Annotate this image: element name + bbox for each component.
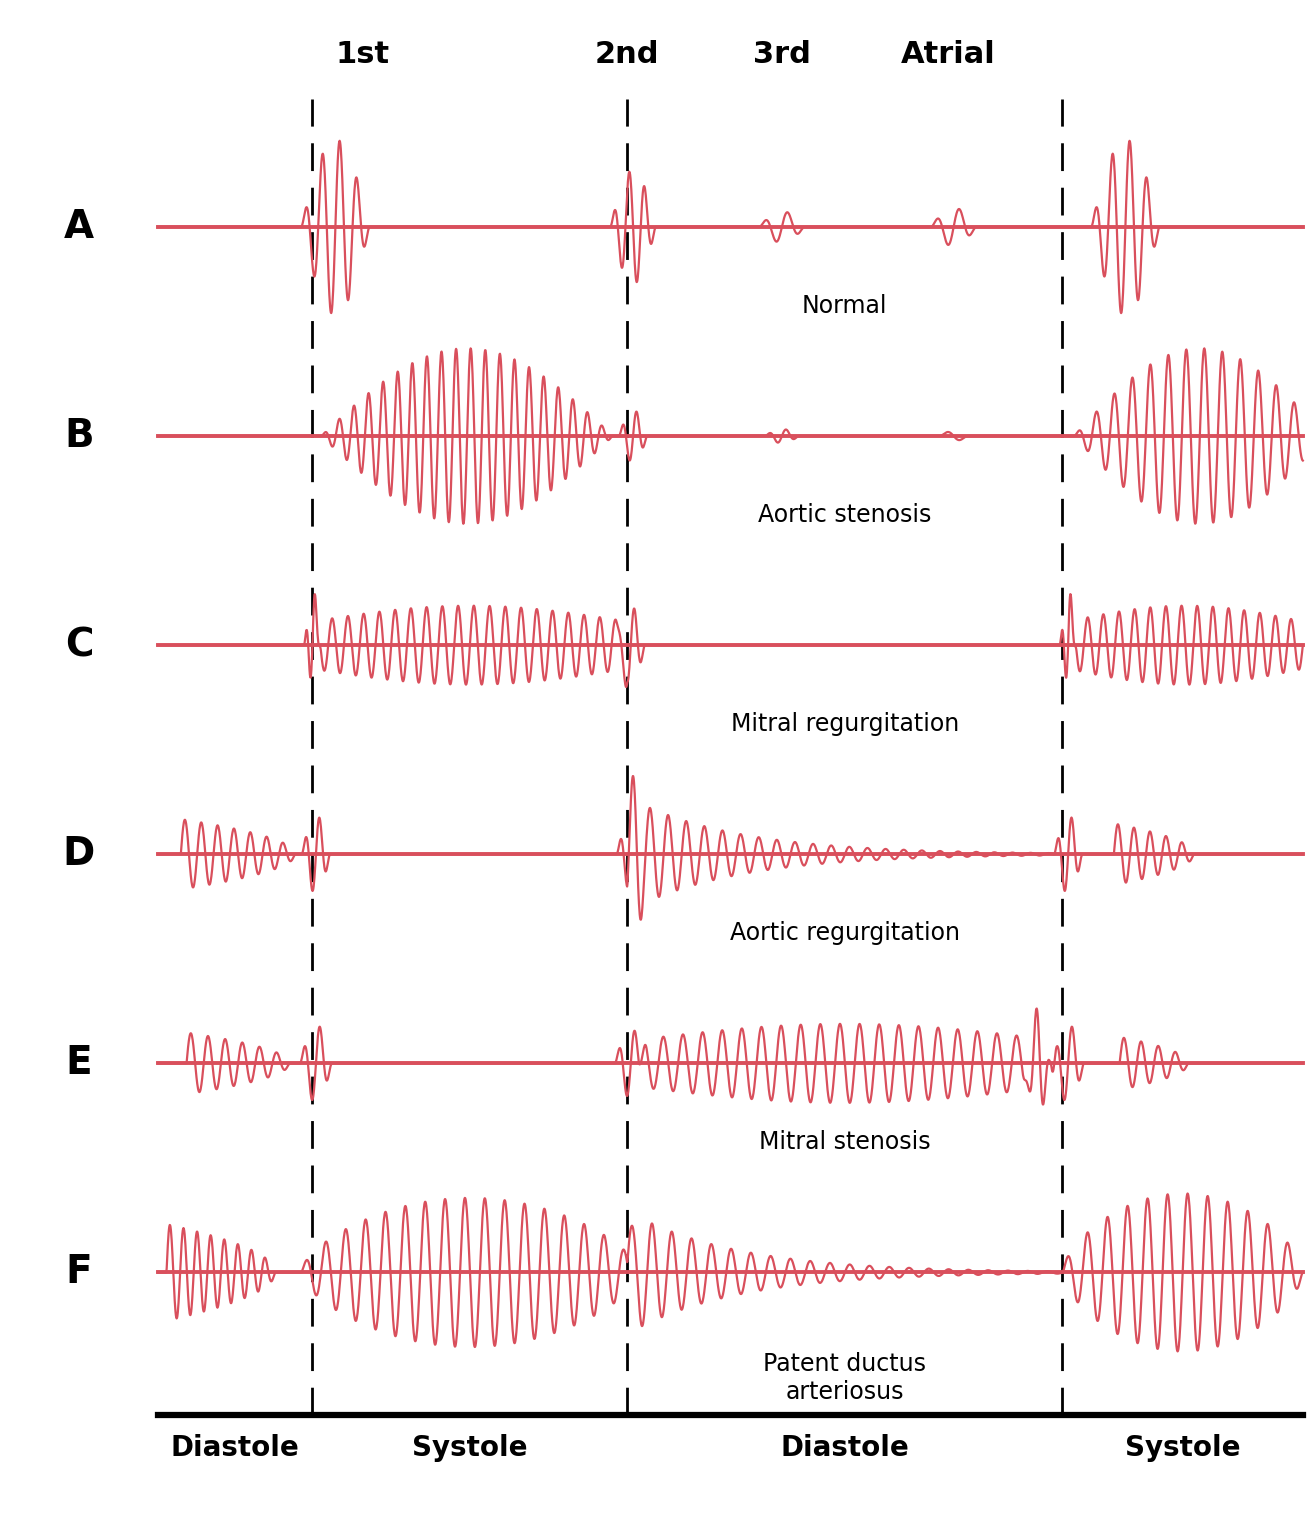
Text: E: E	[66, 1045, 92, 1082]
Text: Systole: Systole	[412, 1434, 528, 1461]
Text: 1st: 1st	[336, 40, 390, 69]
Text: Diastole: Diastole	[171, 1434, 300, 1461]
Text: C: C	[64, 626, 93, 664]
Text: 2nd: 2nd	[595, 40, 659, 69]
Text: Mitral regurgitation: Mitral regurgitation	[730, 711, 959, 736]
Text: Aortic regurgitation: Aortic regurgitation	[730, 921, 959, 946]
Text: A: A	[64, 208, 93, 246]
Text: F: F	[66, 1253, 92, 1291]
Text: 3rd: 3rd	[753, 40, 811, 69]
Text: Diastole: Diastole	[780, 1434, 909, 1461]
Text: B: B	[64, 418, 93, 454]
Text: Atrial: Atrial	[900, 40, 995, 69]
Text: Systole: Systole	[1125, 1434, 1241, 1461]
Text: Patent ductus
arteriosus: Patent ductus arteriosus	[763, 1353, 926, 1403]
Text: Aortic stenosis: Aortic stenosis	[758, 503, 932, 526]
Text: Mitral stenosis: Mitral stenosis	[759, 1131, 930, 1154]
Text: Normal: Normal	[803, 294, 887, 318]
Text: D: D	[63, 835, 95, 874]
